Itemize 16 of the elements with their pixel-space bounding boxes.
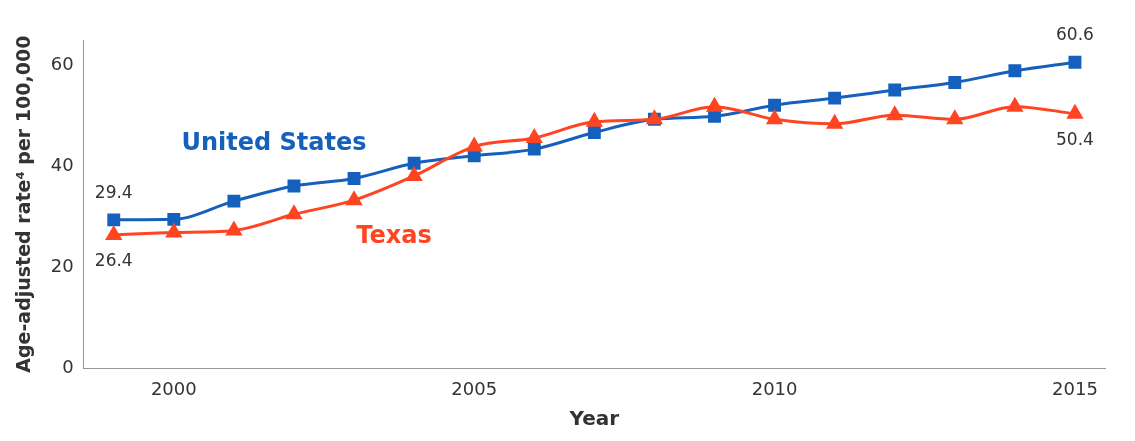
x-tick-label: 2000	[150, 377, 197, 399]
x-axis-title: Year	[568, 406, 620, 431]
series-label: Texas	[356, 221, 432, 250]
x-tick-label: 2015	[1052, 377, 1098, 399]
x-tick-label: 2010	[751, 377, 798, 399]
y-axis-title: Age-adjusted rate⁴ per 100,000	[12, 35, 35, 373]
y-tick-label: 0	[62, 356, 74, 378]
data-label: 26.4	[94, 249, 133, 270]
data-label: 50.4	[1056, 128, 1094, 149]
series-label: United States	[181, 128, 367, 157]
y-tick-label: 40	[50, 153, 74, 175]
data-label: 29.4	[94, 181, 133, 202]
y-tick-label: 20	[50, 255, 74, 277]
data-label: 60.6	[1056, 24, 1094, 45]
x-tick-label: 2005	[451, 377, 498, 399]
y-tick-label: 60	[50, 52, 74, 74]
